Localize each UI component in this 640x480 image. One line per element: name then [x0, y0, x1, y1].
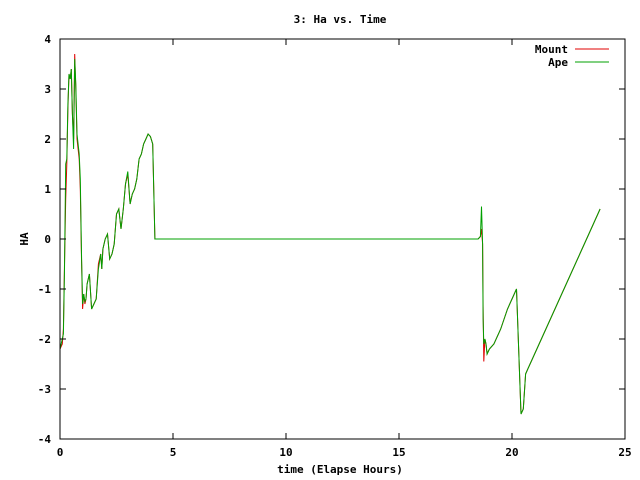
x-tick-label: 15: [392, 446, 405, 459]
y-tick-label: 1: [44, 183, 51, 196]
y-tick-label: 3: [44, 83, 51, 96]
x-tick-label: 10: [279, 446, 292, 459]
x-tick-label: 20: [505, 446, 518, 459]
y-tick-label: -1: [38, 283, 52, 296]
legend-label-mount: Mount: [535, 43, 568, 56]
y-tick-label: -4: [38, 433, 52, 446]
ticks-layer: 0 5 10 15 20 25 -4 -3 -2 -1 0 1 2 3 4: [38, 33, 632, 459]
x-tick-label: 0: [57, 446, 64, 459]
y-tick-label: 4: [44, 33, 51, 46]
legend-label-ape: Ape: [548, 56, 568, 69]
x-axis-label: time (Elapse Hours): [277, 463, 403, 476]
x-tick-label: 5: [170, 446, 177, 459]
plot-area: 0 5 10 15 20 25 -4 -3 -2 -1 0 1 2 3 4: [38, 33, 632, 459]
y-tick-label: -3: [38, 383, 51, 396]
series-layer: [59, 53, 601, 415]
chart-title: 3: Ha vs. Time: [294, 13, 387, 26]
series-line-ape: [59, 58, 601, 415]
x-tick-label: 25: [618, 446, 631, 459]
y-tick-label: 2: [44, 133, 51, 146]
y-tick-label: 0: [44, 233, 51, 246]
y-axis-label: HA: [18, 232, 31, 246]
y-tick-label: -2: [38, 333, 51, 346]
